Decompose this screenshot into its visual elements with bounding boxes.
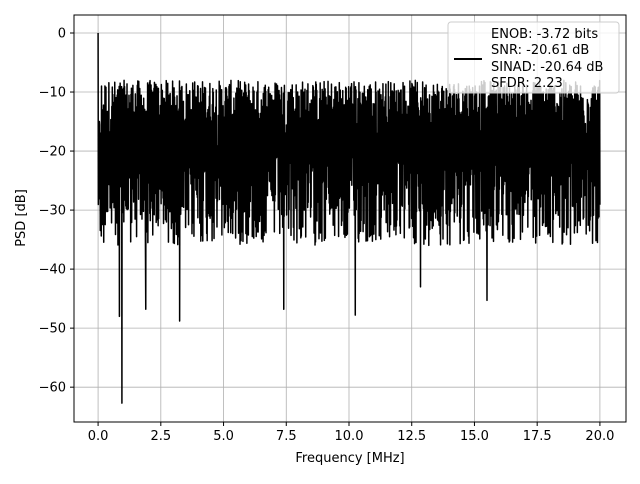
y-axis-ticks: 0 −10 −20 −30 −40 −50 −60 — [39, 27, 74, 396]
axes-frame — [73, 14, 627, 423]
x-tick-label: 15.0 — [460, 429, 489, 444]
x-tick-label: 10.0 — [335, 429, 364, 444]
y-tick-label: −50 — [39, 322, 66, 337]
plot-area — [97, 32, 601, 404]
x-tick-label: 5.0 — [213, 429, 234, 444]
x-tick-label: 7.5 — [276, 429, 297, 444]
x-tick-label: 20.0 — [585, 429, 614, 444]
x-axis-label: Frequency [MHz] — [295, 451, 404, 466]
x-tick-label: 0.0 — [88, 429, 109, 444]
x-axis-ticks: 0.0 2.5 5.0 7.5 10.0 12.5 15.0 17.5 20.0 — [88, 422, 614, 444]
y-tick-label: −30 — [39, 204, 66, 219]
y-tick-label: −60 — [39, 381, 66, 396]
y-axis-label: PSD [dB] — [14, 189, 29, 247]
legend-snr: SNR: -20.61 dB — [491, 43, 589, 58]
x-tick-label: 12.5 — [397, 429, 426, 444]
x-tick-label: 2.5 — [150, 429, 171, 444]
y-tick-label: −40 — [39, 263, 66, 278]
legend-frame — [447, 21, 620, 94]
legend-sinad: SINAD: -20.64 dB — [491, 60, 603, 75]
y-tick-label: −20 — [39, 145, 66, 160]
legend-sfdr: SFDR: 2.23 — [491, 76, 563, 91]
y-tick-label: 0 — [58, 27, 66, 42]
x-tick-label: 17.5 — [523, 429, 552, 444]
legend: ENOB: -3.72 bits SNR: -20.61 dB SINAD: -… — [447, 21, 620, 94]
psd-line — [97, 32, 601, 404]
y-tick-label: −10 — [39, 86, 66, 101]
legend-enob: ENOB: -3.72 bits — [491, 27, 598, 42]
